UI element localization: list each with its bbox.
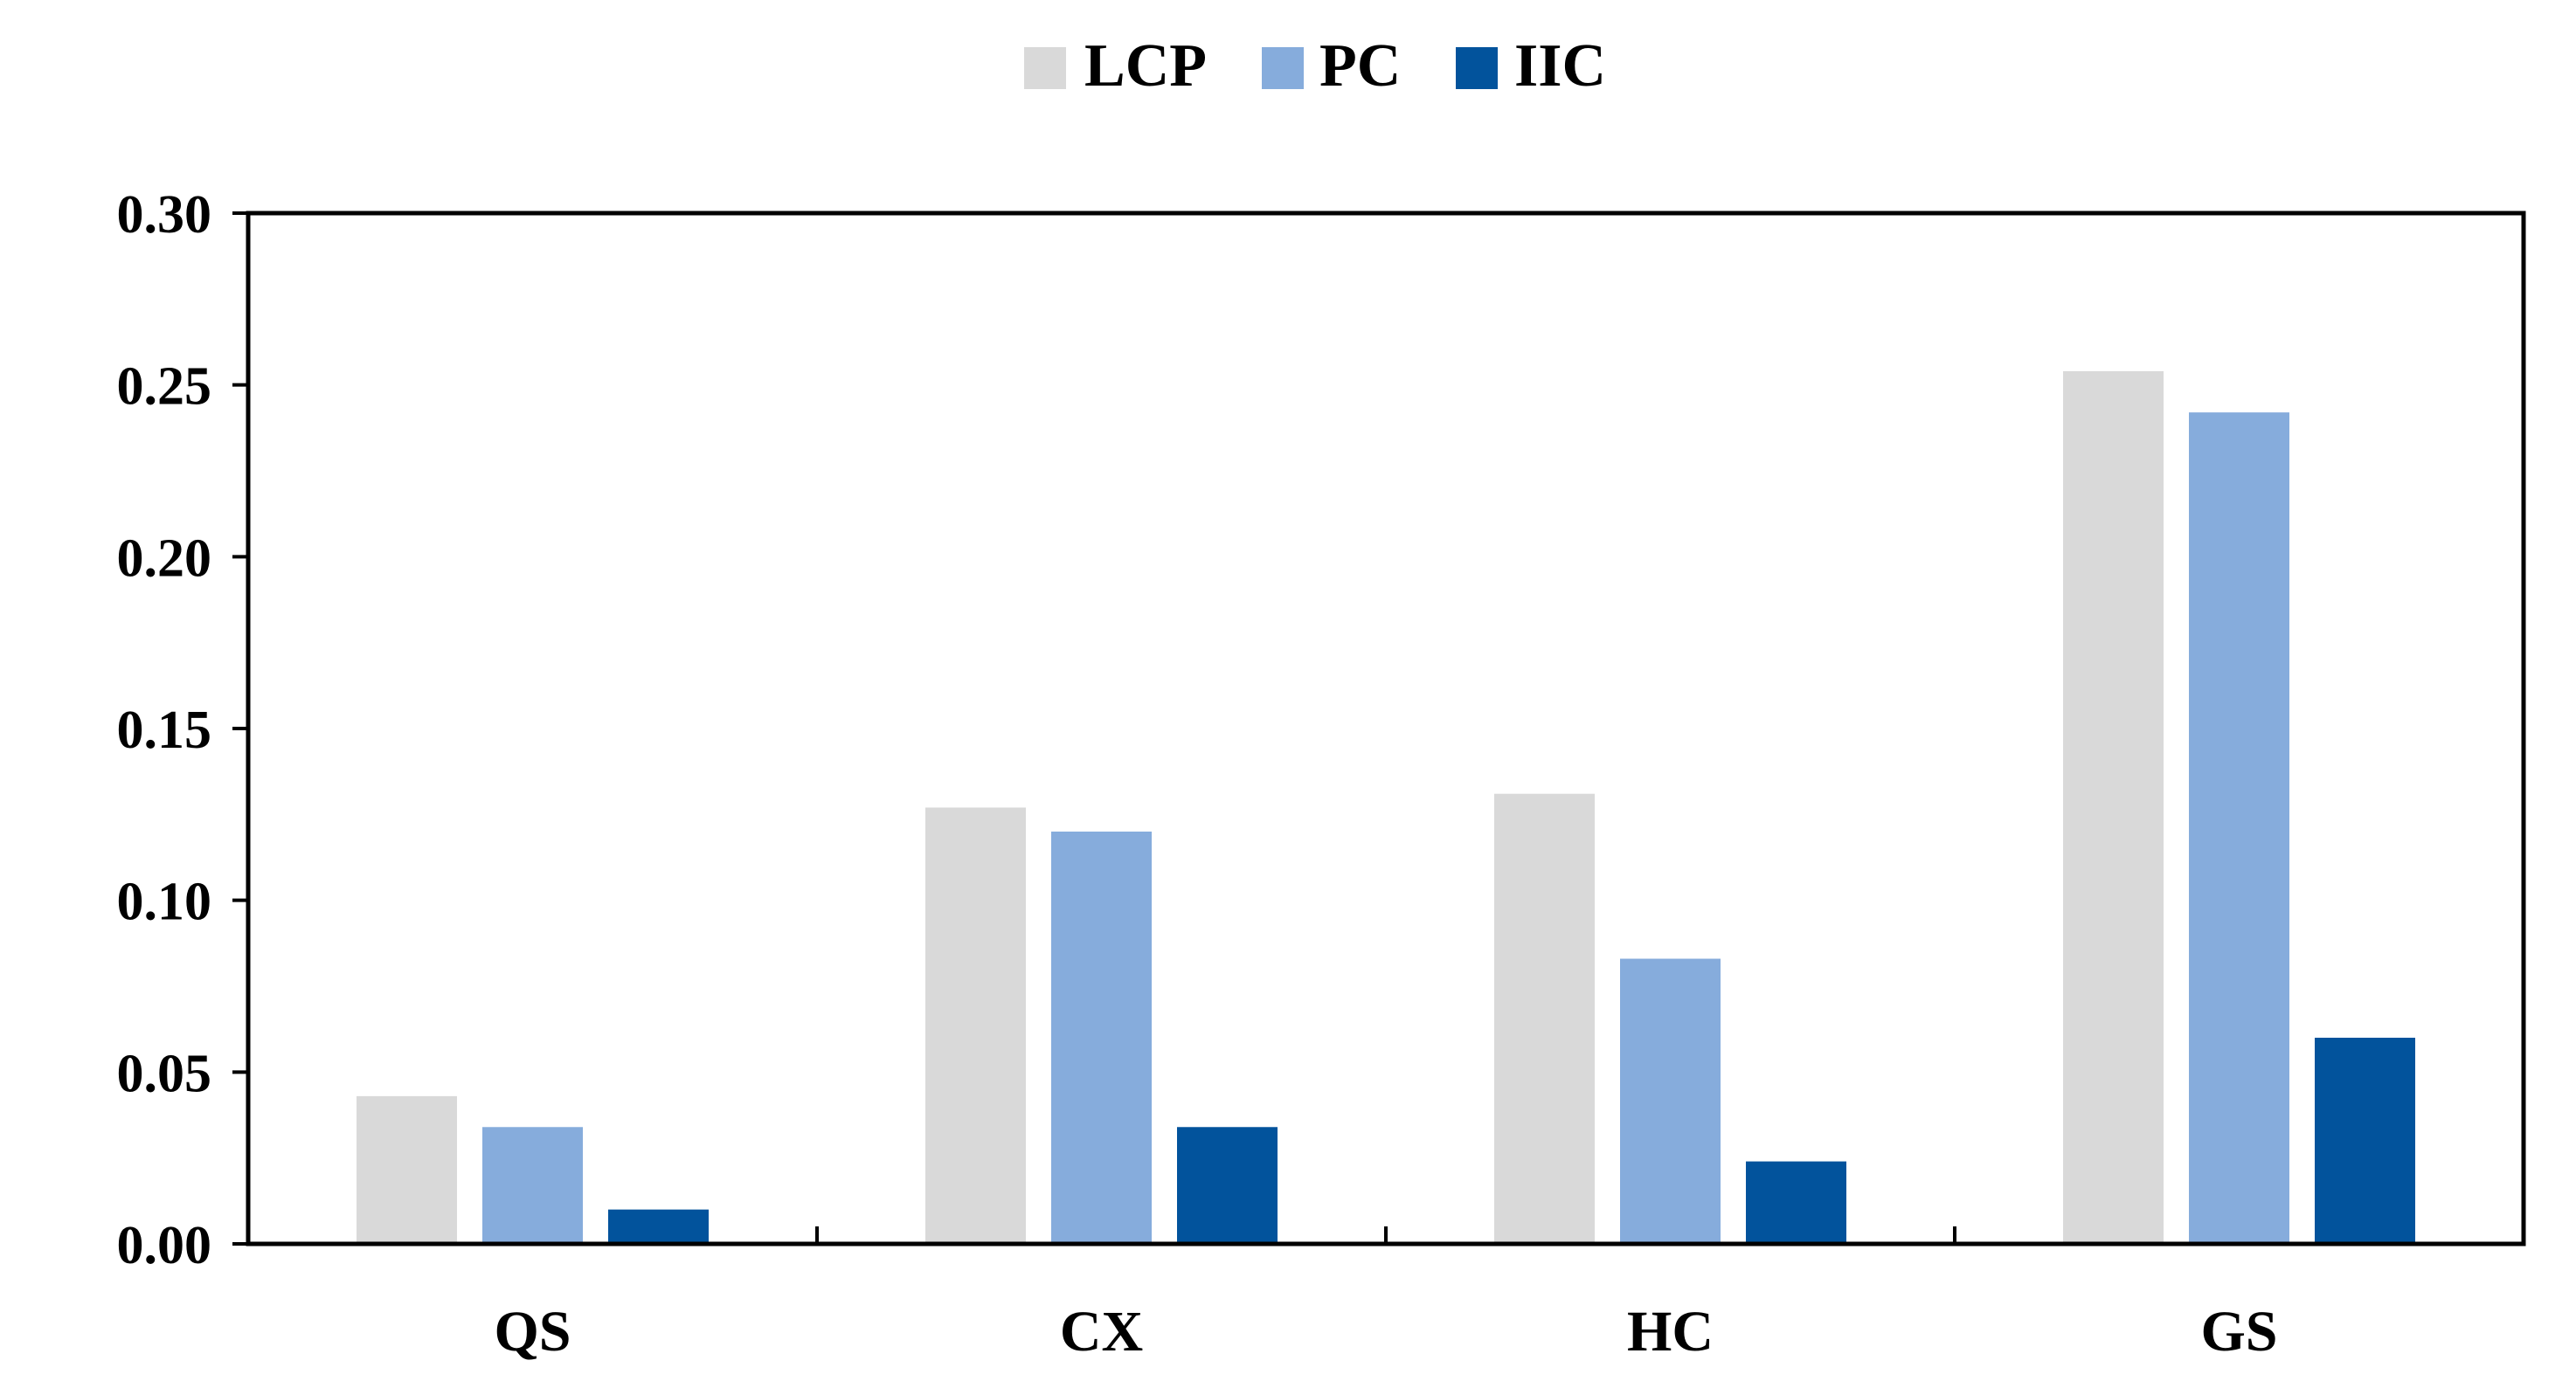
legend: LCP PC IIC: [1024, 32, 1606, 100]
x-category-label: GS: [2200, 1300, 2277, 1364]
bar-lcp-gs: [2063, 370, 2164, 1242]
bar-iic-gs: [2315, 1038, 2415, 1242]
bar-lcp-hc: [1494, 793, 1595, 1242]
y-axis: 0.00 0.05 0.10 0.15 0.20 0.25 0.30: [117, 185, 248, 1275]
x-axis: QS CX HC GS: [494, 1226, 2278, 1364]
legend-swatch-iic: [1456, 47, 1498, 89]
legend-swatch-lcp: [1024, 47, 1066, 89]
y-tick-label: 0.05: [117, 1044, 212, 1103]
bar-lcp-qs: [357, 1095, 457, 1242]
y-tick-label: 0.25: [117, 357, 212, 417]
legend-label-pc: PC: [1319, 32, 1401, 100]
y-tick-label: 0.20: [117, 528, 212, 588]
bar-lcp-cx: [925, 807, 1026, 1242]
bar-pc-hc: [1620, 958, 1721, 1242]
bar-iic-qs: [608, 1209, 709, 1242]
legend-label-iic: IIC: [1514, 32, 1606, 100]
legend-swatch-pc: [1262, 47, 1304, 89]
bar-iic-hc: [1746, 1161, 1846, 1242]
bar-pc-gs: [2189, 412, 2289, 1242]
x-category-label: QS: [494, 1300, 571, 1364]
x-category-label: CX: [1060, 1300, 1143, 1364]
bar-pc-qs: [482, 1127, 583, 1242]
plot-area-frame: [246, 211, 2526, 1247]
y-tick-label: 0.15: [117, 701, 212, 760]
bar-pc-cx: [1051, 832, 1152, 1242]
y-tick-label: 0.00: [117, 1216, 212, 1275]
legend-label-lcp: LCP: [1084, 32, 1207, 100]
bars-group: [357, 370, 2415, 1242]
y-tick-label: 0.30: [117, 185, 212, 245]
x-category-label: HC: [1627, 1300, 1714, 1364]
bar-iic-cx: [1177, 1127, 1278, 1242]
y-tick-label: 0.10: [117, 873, 212, 932]
